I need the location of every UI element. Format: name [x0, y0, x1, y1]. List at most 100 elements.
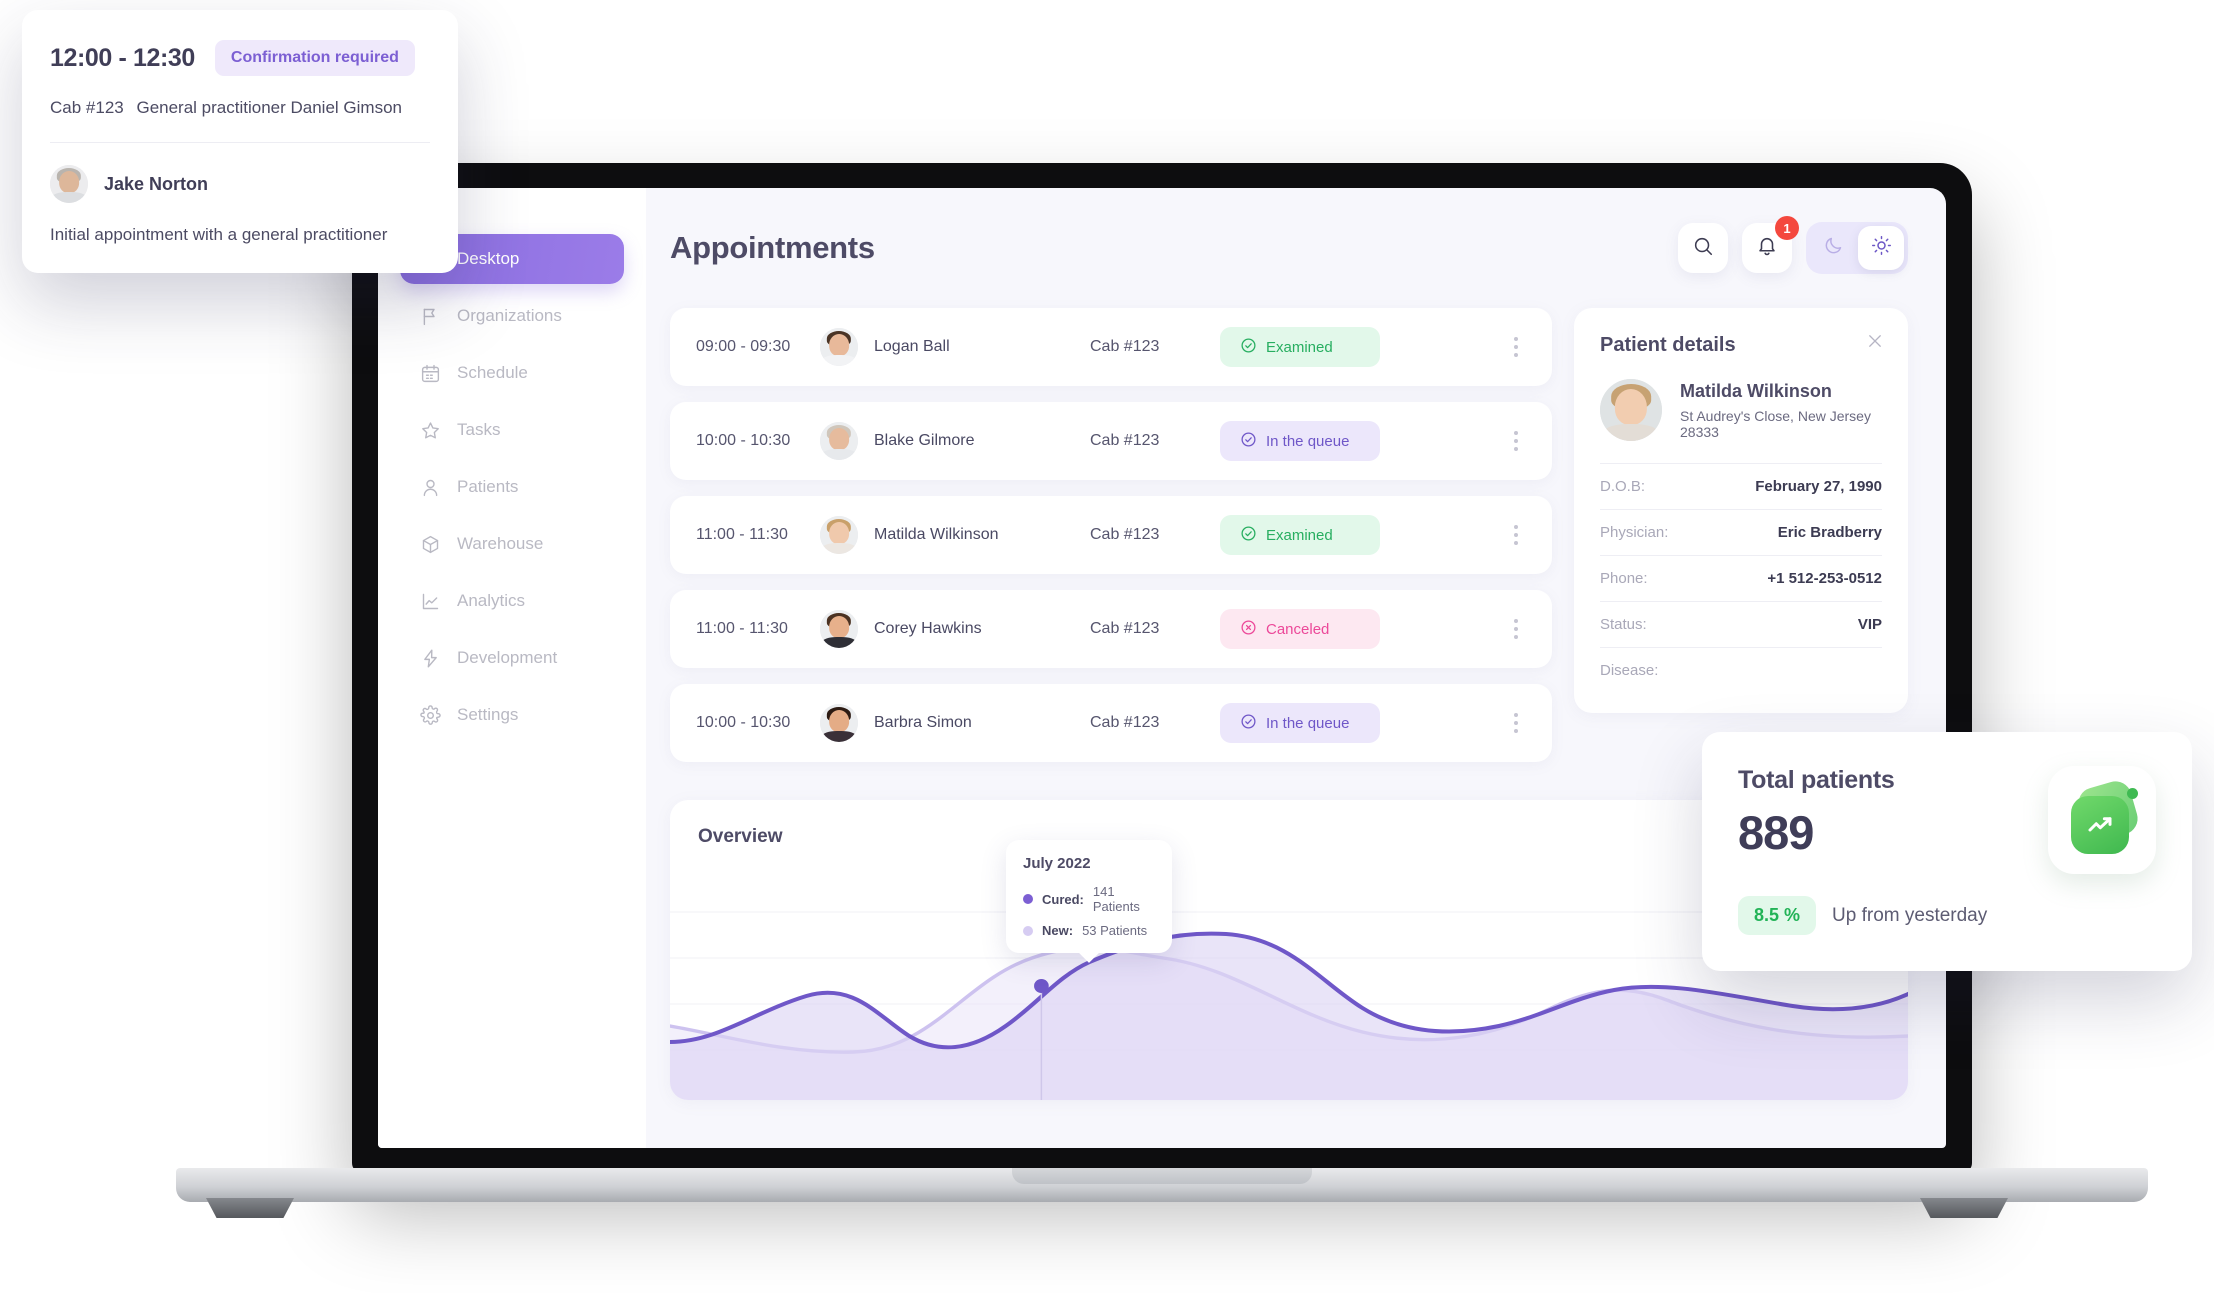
- table-row[interactable]: 10:00 - 10:30 Blake Gilmore Cab #123 In: [670, 402, 1552, 480]
- patient-name: Matilda Wilkinson: [1680, 380, 1832, 401]
- gear-icon: [420, 704, 441, 726]
- chart-tooltip: July 2022 Cured: 141 Patients New: 53 Pa…: [1006, 840, 1172, 953]
- close-icon[interactable]: [1866, 332, 1884, 350]
- detail-value: +1 512-253-0512: [1767, 570, 1882, 587]
- search-button[interactable]: [1678, 223, 1728, 273]
- sidebar-item-settings[interactable]: Settings: [400, 690, 624, 740]
- laptop-foot-right: [1920, 1198, 2008, 1218]
- appointment-patient-name: Logan Ball: [874, 338, 950, 355]
- star-icon: [420, 420, 441, 441]
- row-menu-button[interactable]: [1506, 705, 1526, 741]
- total-patients-value: 889: [1738, 806, 1814, 859]
- sidebar-label: Tasks: [457, 420, 501, 439]
- calendar-icon: [420, 363, 441, 384]
- notification-badge: 1: [1775, 216, 1799, 240]
- tooltip-dot-new: [1023, 925, 1033, 936]
- appointment-patient-name: Corey Hawkins: [874, 620, 982, 637]
- sidebar-label: Schedule: [457, 363, 528, 382]
- detail-row-disease: Disease:: [1600, 647, 1882, 693]
- sidebar-item-warehouse[interactable]: Warehouse: [400, 519, 624, 569]
- series-cured-area: [670, 933, 1908, 1100]
- check-circle-icon: [1240, 431, 1257, 452]
- status-badge: Examined: [1220, 327, 1380, 367]
- trend-up-icon: [2048, 766, 2156, 874]
- chart-hover-point: [1034, 979, 1049, 993]
- sidebar-item-patients[interactable]: Patients: [400, 462, 624, 512]
- detail-value: February 27, 1990: [1755, 478, 1882, 495]
- appointment-time: 09:00 - 09:30: [696, 338, 791, 355]
- status-label: Examined: [1266, 338, 1333, 356]
- appointment-patient-name: Matilda Wilkinson: [874, 526, 999, 543]
- detail-row-physician: Physician: Eric Bradberry: [1600, 509, 1882, 555]
- sidebar-label: Organizations: [457, 306, 562, 325]
- appointment-cab: Cab #123: [1090, 432, 1160, 449]
- chart-icon: [420, 591, 441, 612]
- user-icon: [420, 477, 441, 498]
- detail-row-phone: Phone: +1 512-253-0512: [1600, 555, 1882, 601]
- theme-light-option[interactable]: [1858, 226, 1904, 270]
- app-window: Desktop Organizations Schedule: [378, 188, 1946, 1148]
- popup-note: Initial appointment with a general pract…: [50, 225, 388, 244]
- mid-section: 09:00 - 09:30 Logan Ball Cab #123 Exami: [670, 308, 1908, 778]
- theme-toggle[interactable]: [1806, 222, 1908, 274]
- status-label: In the queue: [1266, 714, 1350, 732]
- sidebar-item-schedule[interactable]: Schedule: [400, 348, 624, 398]
- row-menu-button[interactable]: [1506, 517, 1526, 553]
- appointment-cab: Cab #123: [1090, 338, 1160, 355]
- appointment-cab: Cab #123: [1090, 714, 1160, 731]
- growth-badge: 8.5 %: [1738, 896, 1817, 935]
- patient-details-panel: Patient details Matilda Wilkinson St Aud…: [1574, 308, 1908, 713]
- notifications-button[interactable]: 1: [1742, 216, 1799, 273]
- appointment-patient: Matilda Wilkinson: [820, 516, 1090, 554]
- popup-subtitle: Cab #123 General practitioner Daniel Gim…: [50, 98, 430, 143]
- status-label: In the queue: [1266, 432, 1350, 450]
- chart-svg: [670, 911, 1908, 1100]
- status-badge: In the queue: [1220, 421, 1380, 461]
- top-actions: 1: [1678, 216, 1908, 274]
- popup-patient-name: Jake Norton: [104, 173, 209, 194]
- row-menu-button[interactable]: [1506, 329, 1526, 365]
- status-label: Canceled: [1266, 620, 1330, 638]
- row-menu-button[interactable]: [1506, 423, 1526, 459]
- check-circle-icon: [1240, 525, 1257, 546]
- detail-key: D.O.B:: [1600, 478, 1646, 495]
- appointment-patient: Barbra Simon: [820, 704, 1090, 742]
- patient-summary: Matilda Wilkinson St Audrey's Close, New…: [1600, 379, 1882, 463]
- check-circle-icon: [1240, 337, 1257, 358]
- table-row[interactable]: 11:00 - 11:30 Corey Hawkins Cab #123 Ca: [670, 590, 1552, 668]
- bolt-icon: [420, 648, 441, 669]
- detail-key: Status:: [1600, 616, 1647, 633]
- table-row[interactable]: 09:00 - 09:30 Logan Ball Cab #123 Exami: [670, 308, 1552, 386]
- table-row[interactable]: 11:00 - 11:30 Matilda Wilkinson Cab #123: [670, 496, 1552, 574]
- row-menu-button[interactable]: [1506, 611, 1526, 647]
- appointment-cab: Cab #123: [1090, 526, 1160, 543]
- moon-icon: [1823, 235, 1844, 261]
- detail-key: Physician:: [1600, 524, 1669, 541]
- sidebar-item-organizations[interactable]: Organizations: [400, 291, 624, 341]
- status-dot: [2127, 788, 2138, 799]
- avatar: [820, 516, 858, 554]
- close-circle-icon: [1240, 619, 1257, 640]
- sidebar-item-tasks[interactable]: Tasks: [400, 405, 624, 455]
- appointment-patient-name: Blake Gilmore: [874, 432, 975, 449]
- detail-key: Disease:: [1600, 662, 1659, 679]
- avatar: [1600, 379, 1662, 441]
- series-cured-line: [670, 931, 1908, 1050]
- popup-doctor: General practitioner Daniel Gimson: [136, 98, 402, 117]
- tooltip-row-cured: Cured: 141 Patients: [1023, 884, 1155, 914]
- topbar: Appointments 1: [670, 216, 1908, 274]
- table-row[interactable]: 10:00 - 10:30 Barbra Simon Cab #123 In: [670, 684, 1552, 762]
- appointment-time: 10:00 - 10:30: [696, 432, 791, 449]
- appointments-list: 09:00 - 09:30 Logan Ball Cab #123 Exami: [670, 308, 1552, 778]
- sidebar-label: Development: [457, 648, 558, 667]
- total-patients-title: Total patients: [1738, 766, 1895, 794]
- laptop-screen: Desktop Organizations Schedule: [378, 188, 1946, 1148]
- sidebar-label: Warehouse: [457, 534, 544, 553]
- sidebar-item-analytics[interactable]: Analytics: [400, 576, 624, 626]
- chart-plot-area: [670, 886, 1908, 1100]
- total-patients-footer: 8.5 % Up from yesterday: [1738, 896, 2156, 935]
- sun-icon: [1871, 235, 1892, 261]
- theme-dark-option[interactable]: [1810, 226, 1856, 270]
- avatar: [820, 328, 858, 366]
- sidebar-item-development[interactable]: Development: [400, 633, 624, 683]
